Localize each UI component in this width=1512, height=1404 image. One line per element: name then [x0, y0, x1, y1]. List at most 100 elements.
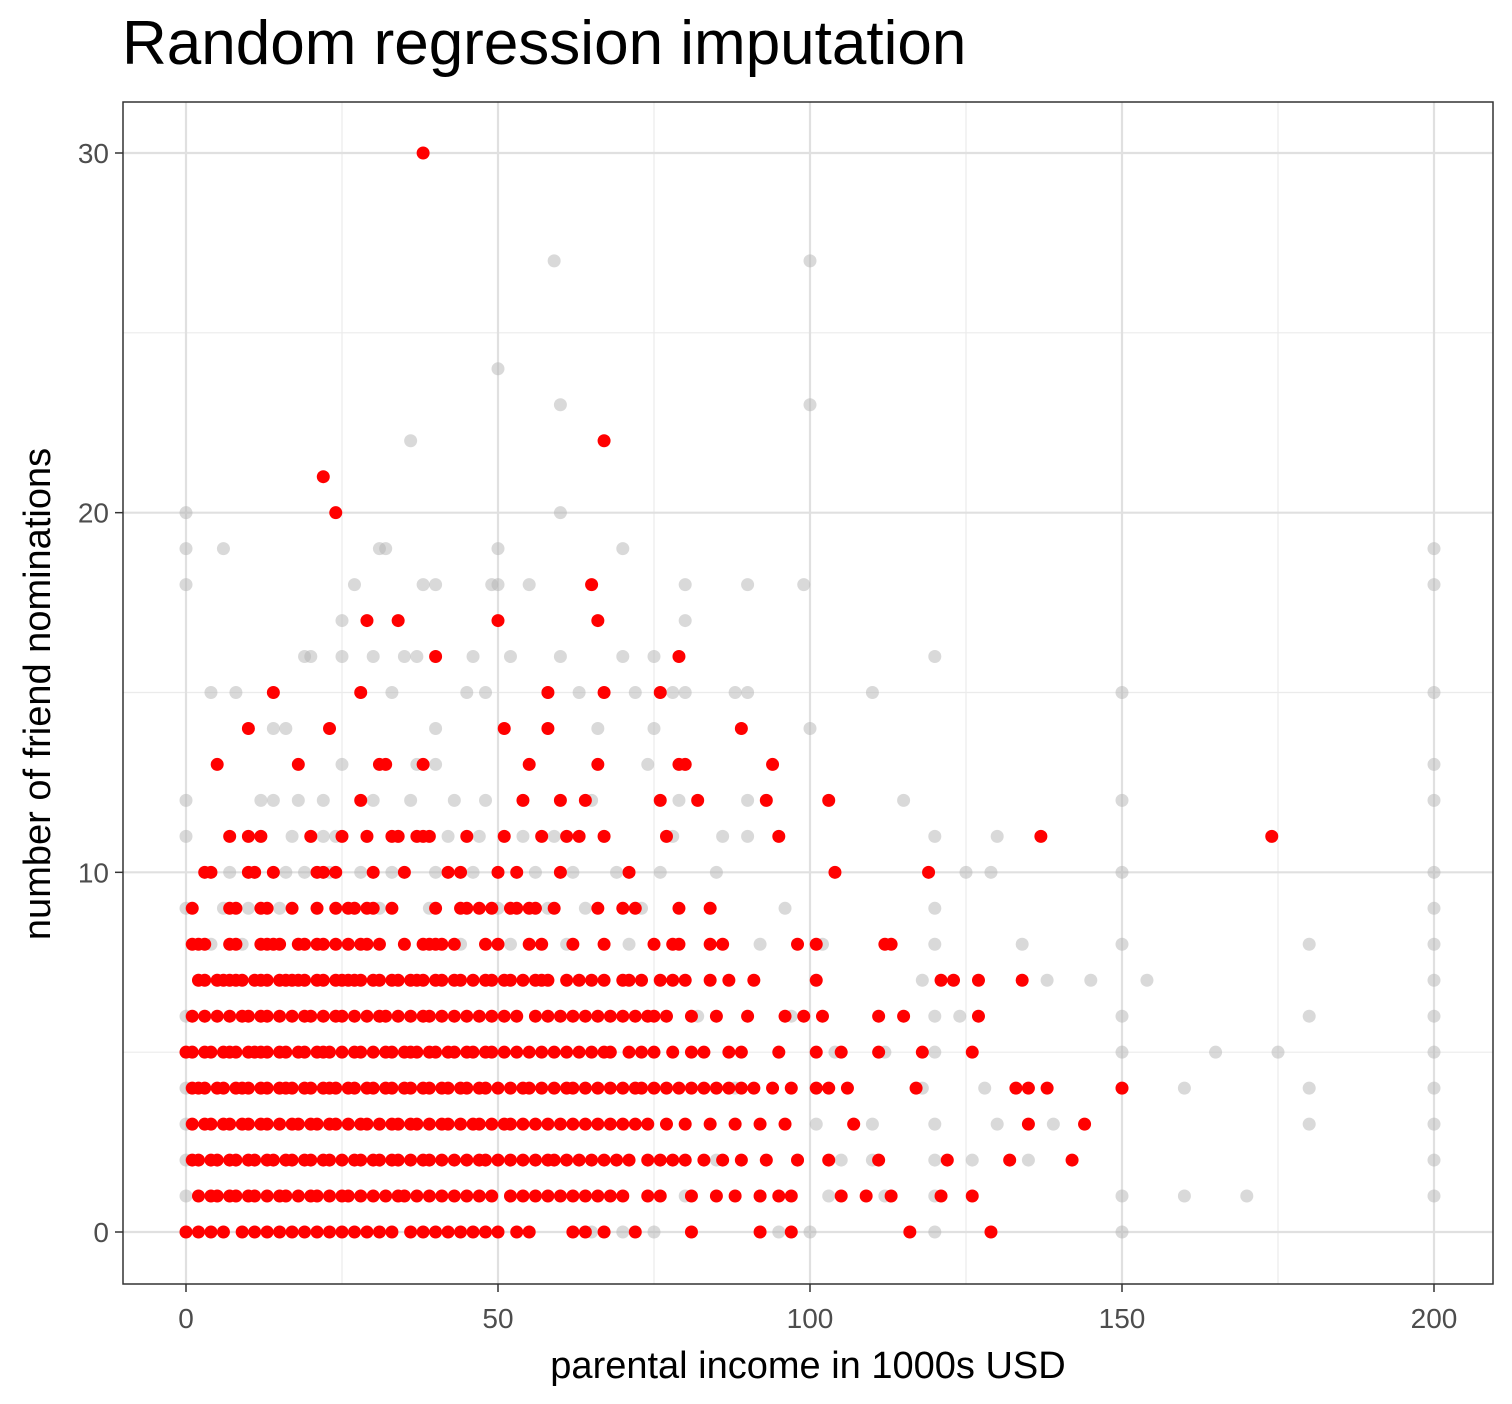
imputed-point [753, 1189, 767, 1203]
imputed-point [535, 1081, 549, 1095]
imputed-point [772, 829, 786, 843]
imputed-point [522, 757, 536, 771]
imputed-point [747, 973, 761, 987]
imputed-point [316, 865, 330, 879]
observed-point [647, 721, 661, 735]
observed-point [179, 1189, 193, 1203]
observed-point [1427, 865, 1441, 879]
observed-point [928, 901, 942, 915]
imputed-point [809, 973, 823, 987]
imputed-point [1003, 1153, 1017, 1167]
observed-point [285, 829, 299, 843]
imputed-point [191, 1225, 205, 1239]
imputed-point [603, 1189, 617, 1203]
imputed-point [872, 1045, 886, 1059]
imputed-point [728, 1117, 742, 1131]
imputed-point [597, 434, 611, 448]
imputed-point [791, 1153, 805, 1167]
imputed-point [260, 1045, 274, 1059]
imputed-point [391, 1153, 405, 1167]
observed-point [653, 865, 667, 879]
imputed-point [404, 1153, 418, 1167]
observed-point [803, 1225, 817, 1239]
imputed-point [485, 1045, 499, 1059]
x-tick-label: 100 [787, 1303, 834, 1334]
observed-point [1015, 937, 1029, 951]
observed-point [716, 829, 730, 843]
imputed-point [659, 1081, 673, 1095]
imputed-point [223, 829, 237, 843]
imputed-point [298, 1225, 312, 1239]
imputed-point [909, 1081, 923, 1095]
imputed-point [822, 1081, 836, 1095]
imputed-point [485, 901, 499, 915]
imputed-point [778, 1117, 792, 1131]
imputed-point [198, 937, 212, 951]
imputed-point [323, 1189, 337, 1203]
imputed-point [947, 973, 961, 987]
observed-point [953, 1009, 967, 1023]
imputed-point [591, 1189, 605, 1203]
imputed-point [335, 1009, 349, 1023]
imputed-point [241, 1009, 255, 1023]
imputed-point [441, 1225, 455, 1239]
observed-point [1427, 542, 1441, 556]
observed-point [1271, 1045, 1285, 1059]
imputed-point [273, 1009, 287, 1023]
observed-point [1115, 686, 1129, 699]
chart-title: Random regression imputation [122, 9, 967, 78]
imputed-point [722, 1081, 736, 1095]
imputed-point [566, 1225, 580, 1239]
imputed-point [497, 829, 511, 843]
observed-point [347, 578, 361, 592]
imputed-point [547, 901, 561, 915]
imputed-point [903, 1225, 917, 1239]
imputed-point [460, 1081, 474, 1095]
imputed-point [722, 1045, 736, 1059]
imputed-point [591, 614, 605, 628]
imputed-point [510, 865, 524, 879]
imputed-point [1078, 1117, 1092, 1131]
imputed-point [653, 1153, 667, 1167]
imputed-point [304, 829, 318, 843]
imputed-point [479, 1153, 493, 1167]
observed-point [429, 578, 443, 592]
imputed-point [597, 1153, 611, 1167]
observed-point [241, 901, 255, 915]
imputed-point [734, 1045, 748, 1059]
imputed-point [503, 1081, 517, 1095]
imputed-point [485, 1117, 499, 1131]
observed-point [273, 901, 287, 915]
imputed-point [840, 1081, 854, 1095]
observed-point [1302, 1009, 1316, 1023]
imputed-points [179, 146, 1279, 1239]
imputed-point [603, 1117, 617, 1131]
imputed-point [703, 937, 717, 951]
imputed-point [260, 1081, 274, 1095]
imputed-point [809, 1081, 823, 1095]
imputed-point [285, 1153, 299, 1167]
imputed-point [784, 1225, 798, 1239]
imputed-point [416, 757, 430, 771]
imputed-point [647, 1045, 661, 1059]
y-tick-label: 30 [78, 138, 109, 169]
imputed-point [572, 973, 586, 987]
imputed-point [310, 1189, 324, 1203]
imputed-point [441, 865, 455, 879]
x-tick-label: 150 [1099, 1303, 1146, 1334]
imputed-point [541, 1189, 555, 1203]
imputed-point [354, 1153, 368, 1167]
imputed-point [784, 1189, 798, 1203]
imputed-point [965, 1045, 979, 1059]
imputed-point [578, 1081, 592, 1095]
imputed-point [416, 1225, 430, 1239]
imputed-point [709, 1189, 723, 1203]
imputed-point [466, 1045, 480, 1059]
imputed-point [454, 973, 468, 987]
imputed-point [628, 1117, 642, 1131]
imputed-point [241, 721, 255, 735]
observed-point [647, 1225, 661, 1239]
imputed-point [628, 1009, 642, 1023]
imputed-point [472, 1189, 486, 1203]
imputed-point [678, 973, 692, 987]
